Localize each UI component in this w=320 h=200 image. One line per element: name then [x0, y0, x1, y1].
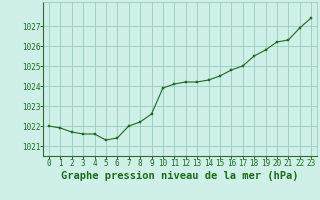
X-axis label: Graphe pression niveau de la mer (hPa): Graphe pression niveau de la mer (hPa): [61, 171, 299, 181]
